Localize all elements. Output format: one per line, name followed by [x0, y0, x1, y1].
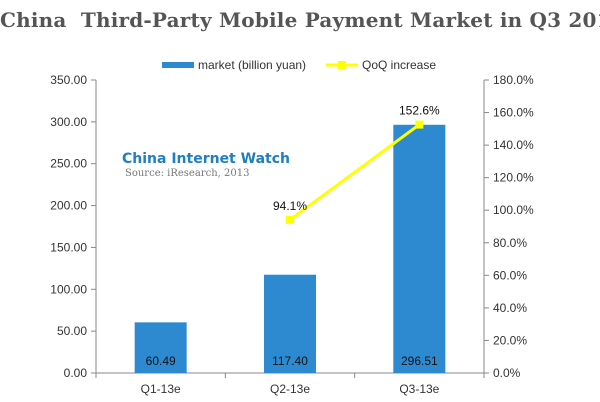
bar-value-label: 60.49 — [146, 354, 176, 368]
left-axis-tick-label: 0.00 — [64, 366, 88, 380]
bar — [134, 322, 187, 373]
line-point-label: 94.1% — [273, 199, 307, 213]
line-point — [286, 215, 294, 224]
left-axis-tick-label: 350.00 — [50, 73, 87, 87]
left-axis-tick-label: 50.00 — [57, 324, 87, 338]
line-series: 94.1% 152.6% — [273, 104, 440, 224]
legend-bar-label: market (billion yuan) — [198, 58, 306, 72]
watermark: China Internet Watch Source: iResearch, … — [122, 151, 290, 179]
x-axis-tick-label: Q1-13e — [141, 382, 181, 396]
right-axis-tick-label: 100.0% — [493, 203, 534, 217]
left-axis-tick-label: 100.00 — [50, 282, 87, 296]
right-axis-tick-label: 120.0% — [493, 171, 534, 185]
right-axis-tick-label: 40.0% — [493, 301, 527, 315]
right-axis-tick-label: 0.0% — [493, 366, 521, 380]
right-axis-tick-label: 140.0% — [493, 138, 534, 152]
watermark-title: China Internet Watch — [122, 151, 290, 167]
chart-title: China Third-Party Mobile Payment Market … — [0, 8, 600, 32]
bar-value-label: 296.51 — [401, 354, 438, 368]
x-axis-tick-label: Q2-13e — [270, 382, 310, 396]
bar — [264, 274, 316, 373]
right-axis-tick-label: 60.0% — [493, 268, 527, 282]
bar — [393, 124, 446, 373]
legend-bar-swatch — [162, 62, 194, 68]
left-axis-tick-label: 150.00 — [50, 240, 87, 254]
line-point — [415, 120, 424, 129]
right-axis-tick-label: 180.0% — [493, 73, 534, 87]
right-axis-tick-label: 20.0% — [493, 333, 527, 347]
right-axis-tick-label: 160.0% — [493, 106, 534, 120]
left-axis-tick-label: 200.00 — [50, 199, 87, 213]
legend-line-marker — [338, 61, 346, 69]
line-path — [289, 123, 421, 222]
bar-value-label: 117.40 — [272, 354, 308, 368]
x-axis-tick-label: Q3-13e — [399, 382, 439, 396]
left-axis-tick-label: 250.00 — [50, 157, 87, 171]
left-axis-tick-label: 300.00 — [50, 115, 87, 129]
watermark-source: Source: iResearch, 2013 — [125, 168, 249, 179]
bar-series: 60.49 117.40 296.51 — [134, 124, 446, 373]
axes: 0.00 50.00 100.00 150.00 200.00 250.00 300.00 3… — [50, 73, 534, 396]
line-point-label: 152.6% — [399, 104, 440, 118]
legend-line-label: QoQ increase — [362, 58, 436, 72]
legend: market (billion yuan) QoQ increase — [162, 58, 436, 72]
right-axis-tick-label: 80.0% — [493, 236, 527, 250]
